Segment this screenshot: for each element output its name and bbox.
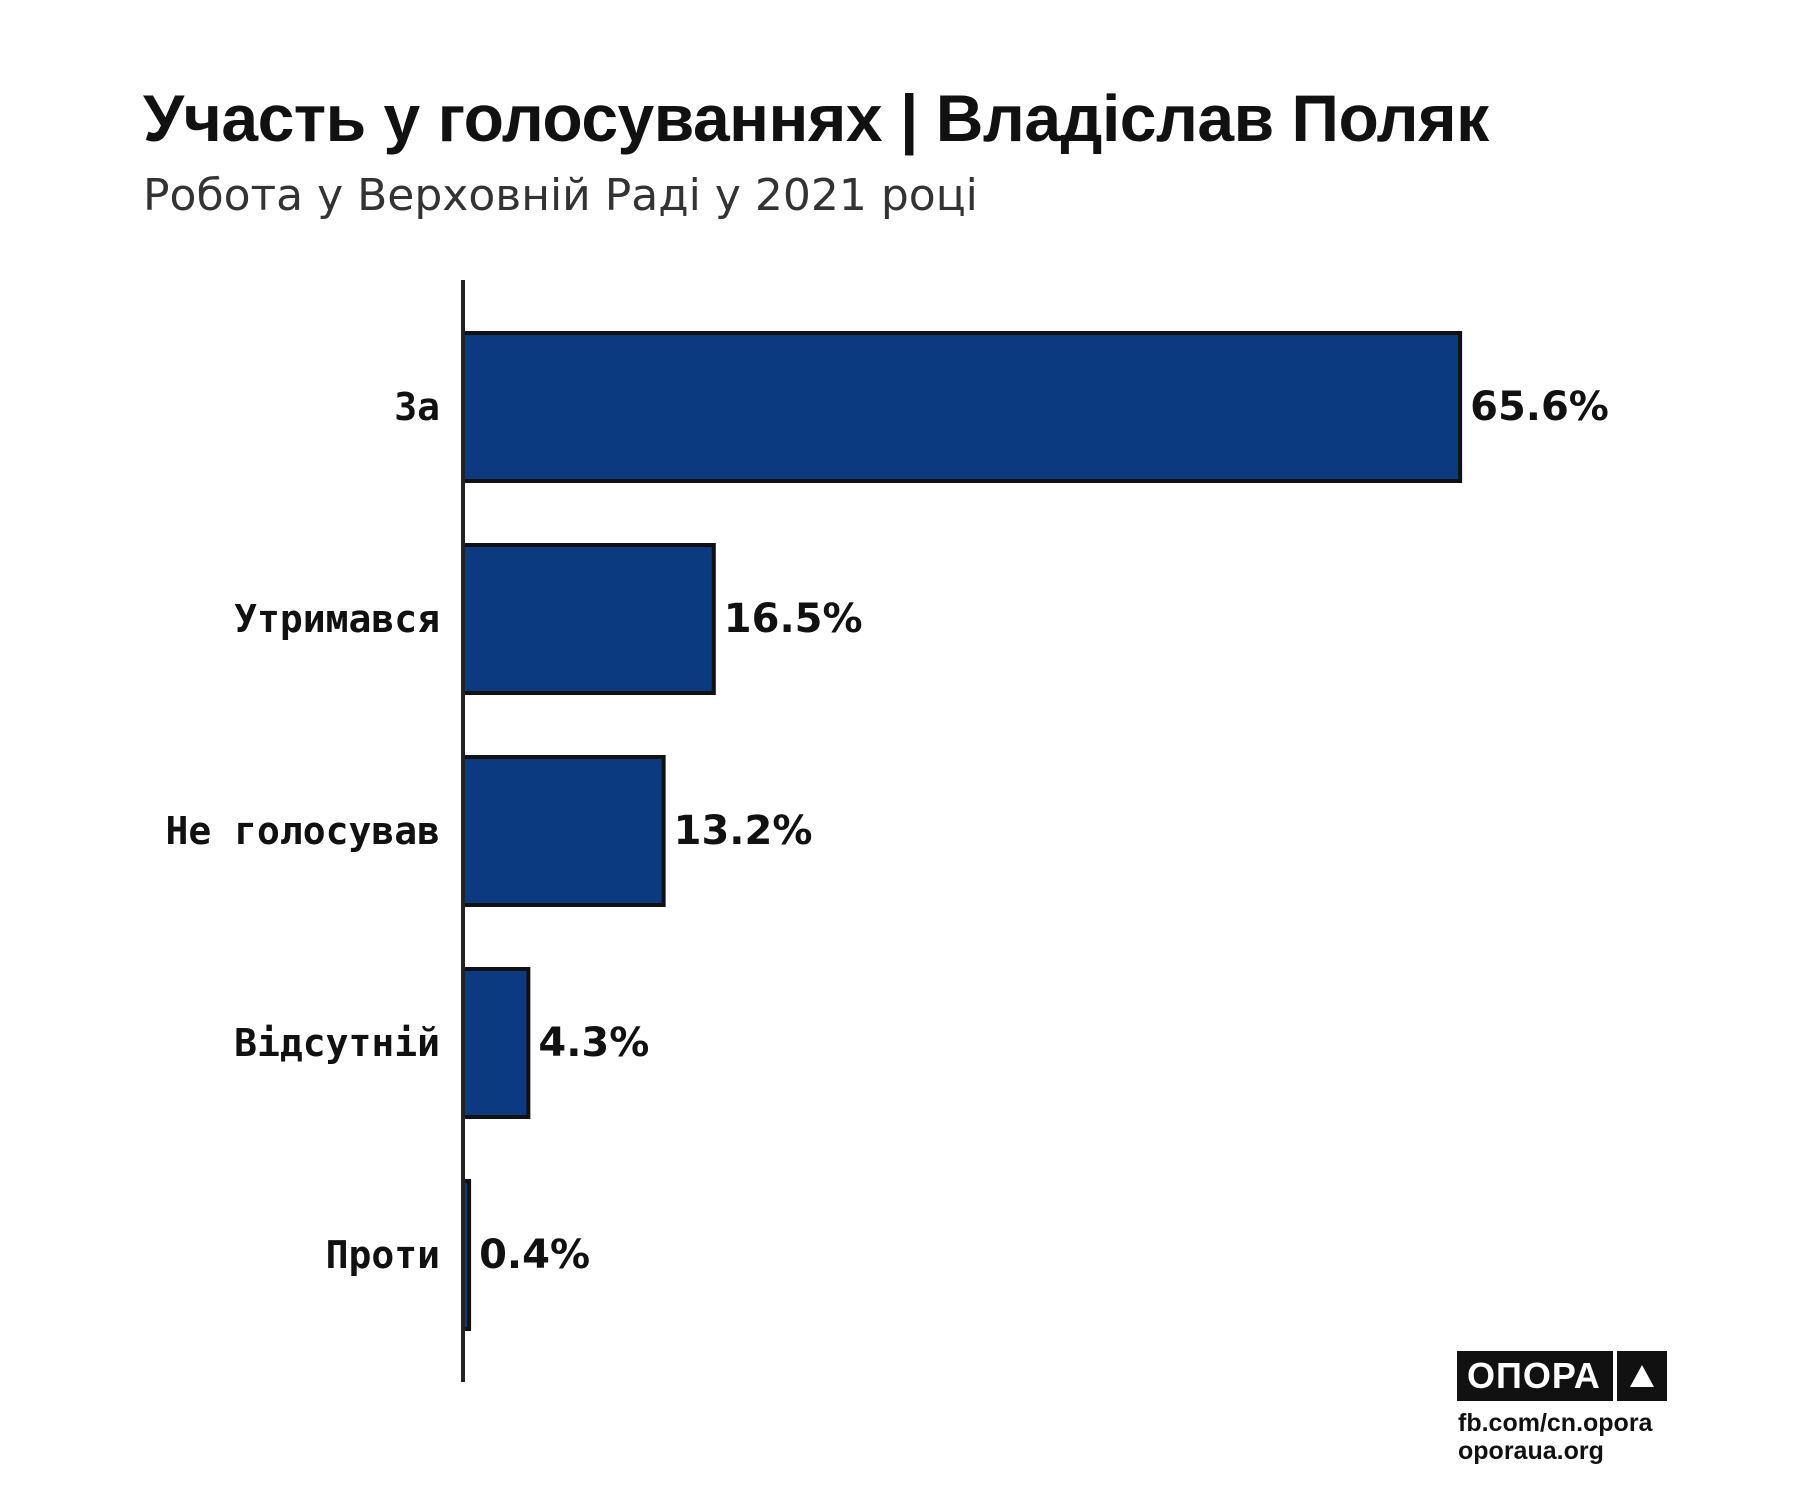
value-label: 4.3% [538,1020,649,1066]
category-label: Відсутній [234,1021,440,1065]
bar [461,331,1463,483]
triangle-icon [1616,1351,1667,1401]
bar [461,967,531,1119]
facebook-link[interactable]: fb.com/cn.opora [1458,1409,1653,1437]
category-label: За [394,385,440,429]
chart-subtitle: Робота у Верховній Раді у 2021 році [143,170,978,221]
bar [461,543,716,695]
bar [461,755,666,907]
category-label: Проти [326,1233,440,1277]
value-label: 16.5% [724,596,863,642]
value-label: 65.6% [1470,384,1609,430]
opora-logo: ОПОРА [1457,1351,1667,1401]
value-label: 13.2% [674,808,813,854]
value-label: 0.4% [479,1232,590,1278]
website-link[interactable]: oporaua.org [1458,1437,1604,1465]
category-label: Не голосував [165,809,440,853]
category-label: Утримався [234,597,440,641]
logo-text: ОПОРА [1457,1351,1613,1401]
chart-title: Участь у голосуваннях | Владіслав Поляк [143,81,1489,155]
